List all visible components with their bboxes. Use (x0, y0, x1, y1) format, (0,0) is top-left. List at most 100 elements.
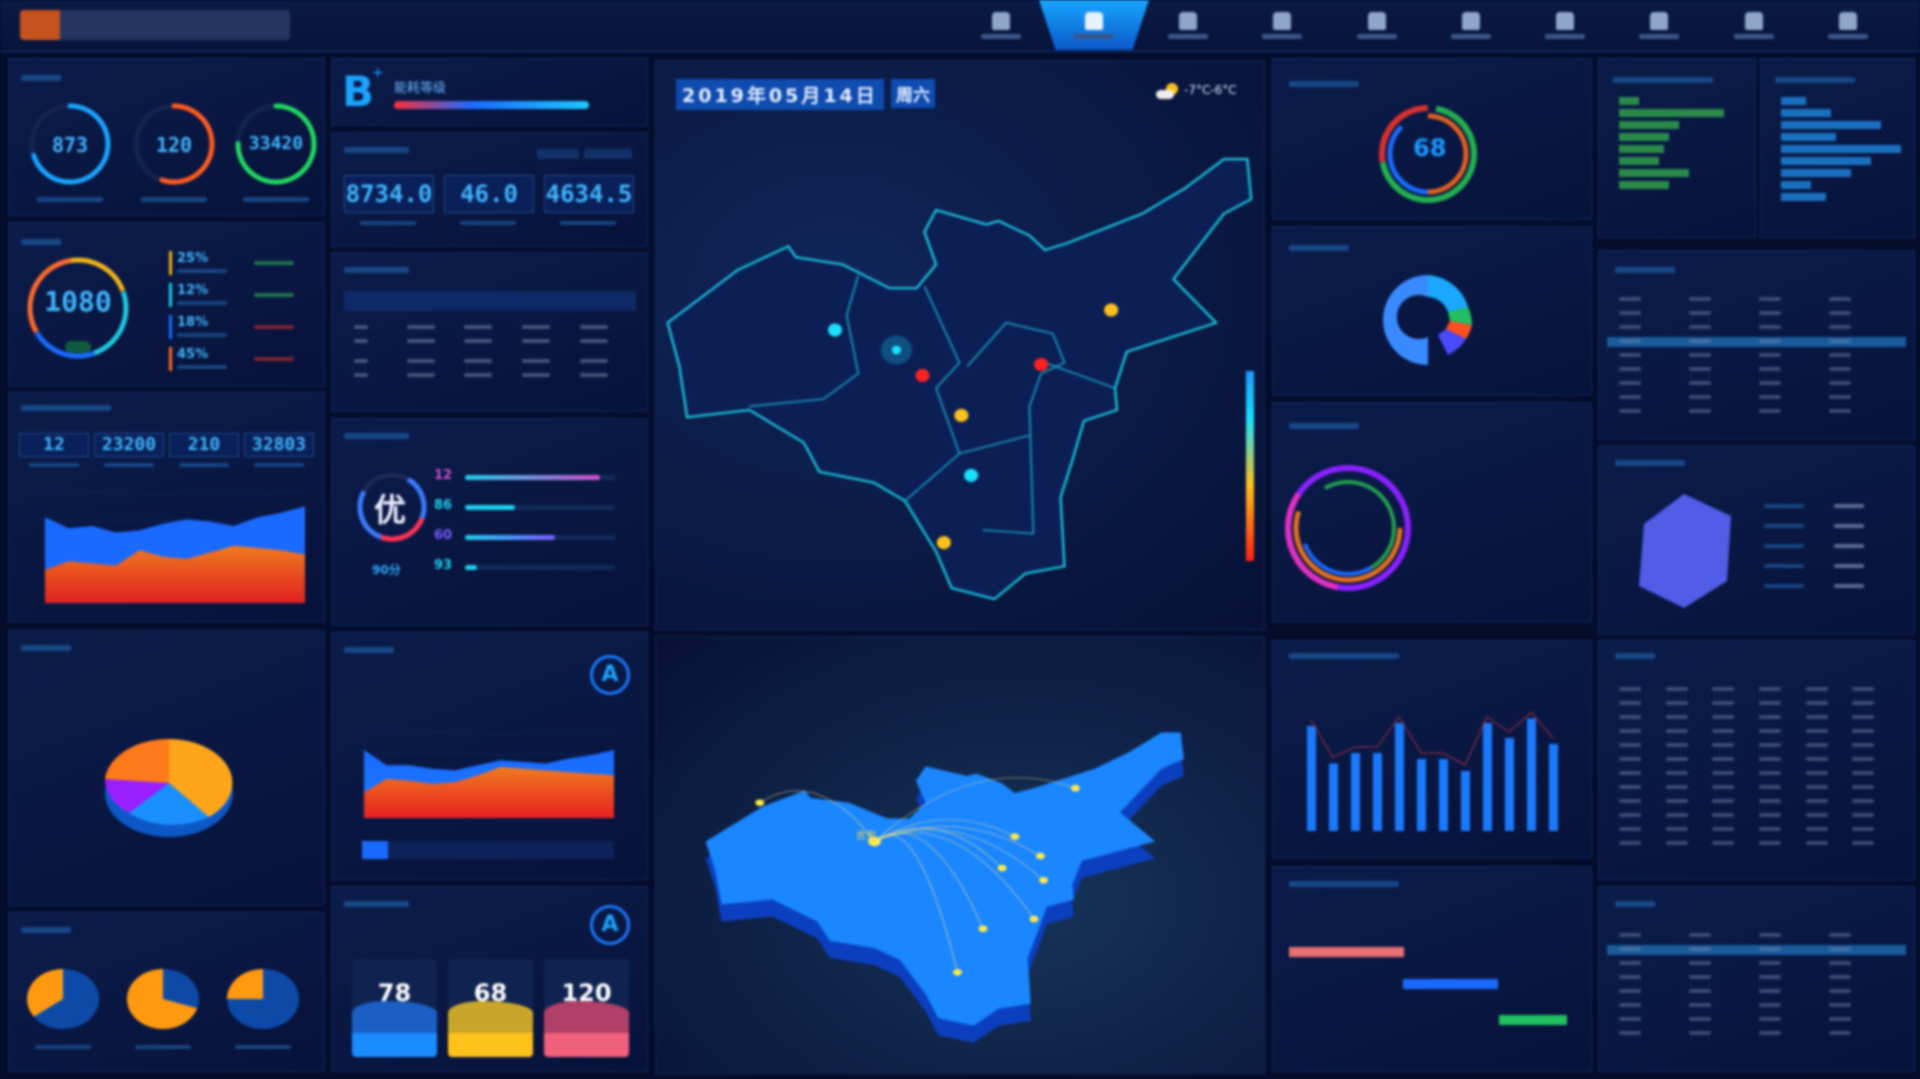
flow-node[interactable] (978, 925, 988, 933)
hbar (1619, 145, 1664, 153)
table-cell (1759, 367, 1781, 371)
nav-label (1828, 33, 1868, 39)
flow-node[interactable] (1071, 784, 1080, 792)
score-number: 60 (434, 528, 453, 543)
flow-node[interactable] (1035, 852, 1045, 860)
nav-item[interactable] (961, 0, 1041, 50)
flow-node[interactable] (1029, 915, 1039, 923)
table-cell (1619, 989, 1641, 993)
table-cell (1759, 729, 1781, 733)
nav-label (1545, 33, 1585, 39)
hub-node[interactable] (868, 836, 881, 847)
device-card[interactable]: 78 (352, 959, 437, 1057)
nav-item[interactable] (1431, 0, 1511, 50)
table-cell (1689, 367, 1711, 371)
score-ring (357, 472, 427, 542)
table-cell (1689, 1031, 1711, 1035)
legend-pct: 25% (177, 251, 209, 266)
table-cell (1829, 325, 1851, 329)
nav-item[interactable] (1525, 0, 1605, 50)
legend-pct: 18% (177, 315, 209, 330)
multi-ring (1379, 105, 1477, 203)
panel-bar-chart (1272, 640, 1592, 858)
flow-node[interactable] (997, 864, 1007, 872)
nav-item[interactable] (1242, 0, 1322, 50)
temperature-marker[interactable] (1104, 303, 1119, 317)
table-cell (1852, 757, 1875, 761)
nav-item[interactable] (1148, 0, 1228, 50)
temperature-marker[interactable] (936, 536, 951, 550)
temperature-marker[interactable] (827, 323, 842, 337)
filter-button[interactable] (584, 149, 632, 159)
table-cell (522, 325, 550, 329)
zoom-slider[interactable] (362, 841, 614, 859)
table-cell (1619, 757, 1641, 761)
selected-row[interactable] (1607, 945, 1906, 955)
legend-marker (169, 315, 172, 339)
table-cell (1759, 1017, 1781, 1021)
table-cell (1759, 395, 1781, 399)
nav-item[interactable] (1619, 0, 1699, 50)
flow-line (874, 819, 1016, 842)
nav-item[interactable] (1714, 0, 1794, 50)
table-cell (1619, 841, 1641, 845)
device-card[interactable]: 120 (544, 959, 629, 1057)
flow-node[interactable] (755, 799, 765, 807)
table-cell (1689, 947, 1711, 951)
hbar (1619, 133, 1669, 141)
device-value: 78 (377, 979, 412, 1007)
person-icon (1368, 11, 1386, 30)
table-cell (522, 359, 550, 363)
table-cell (1665, 799, 1688, 803)
device-value: 68 (473, 979, 508, 1007)
table-cell (1689, 297, 1711, 301)
nav-item[interactable] (1337, 0, 1417, 50)
temperature-marker[interactable] (964, 468, 979, 482)
temperature-marker[interactable] (915, 368, 930, 382)
table-cell (1759, 961, 1781, 965)
flow-node[interactable] (1010, 833, 1020, 841)
selected-row[interactable] (1607, 337, 1906, 347)
table-cell (1665, 729, 1688, 733)
panel-cost: 1080 25% 12% 18% 45% (8, 222, 325, 387)
table-cell (1665, 715, 1688, 719)
table-cell (1689, 325, 1711, 329)
table-cell (1829, 1031, 1851, 1035)
bar (1527, 718, 1536, 831)
table-cell (1665, 771, 1688, 775)
nav-item[interactable] (1039, 0, 1149, 50)
table-cell (1759, 975, 1781, 979)
table-cell (1852, 841, 1875, 845)
ring-value: 68 (1413, 134, 1447, 162)
temperature-marker[interactable] (1034, 357, 1049, 372)
hbar (1781, 169, 1851, 177)
table-cell (1852, 743, 1875, 747)
panel-donut (1272, 226, 1592, 396)
table-cell (1619, 729, 1641, 733)
panel-map: 2019年05月14日 周六 -7°C-6°C (655, 60, 1265, 630)
table-cell (1829, 933, 1851, 937)
nav-item[interactable] (1808, 0, 1888, 50)
monitor-icon (1179, 11, 1197, 30)
grade-label: 能耗等级 (394, 81, 447, 96)
table-cell (1759, 771, 1781, 775)
radar-chart (1639, 494, 1731, 608)
document-icon (1273, 11, 1291, 30)
filter-button[interactable] (537, 149, 579, 159)
table-cell (1759, 933, 1781, 937)
table-cell (1829, 311, 1851, 315)
legend-pct: 12% (177, 283, 209, 298)
table-cell (464, 325, 492, 329)
table-cell (1619, 975, 1641, 979)
flow-node[interactable] (953, 968, 962, 976)
bar (1351, 753, 1360, 831)
table-cell (1829, 961, 1851, 965)
table-cell (1712, 715, 1735, 719)
table-cell (1712, 729, 1735, 733)
bar (1549, 744, 1558, 831)
hbar (1781, 109, 1831, 117)
temperature-marker[interactable] (954, 408, 969, 422)
table-cell (1759, 311, 1781, 315)
flow-node[interactable] (1039, 876, 1049, 884)
device-card[interactable]: 68 (448, 959, 533, 1057)
